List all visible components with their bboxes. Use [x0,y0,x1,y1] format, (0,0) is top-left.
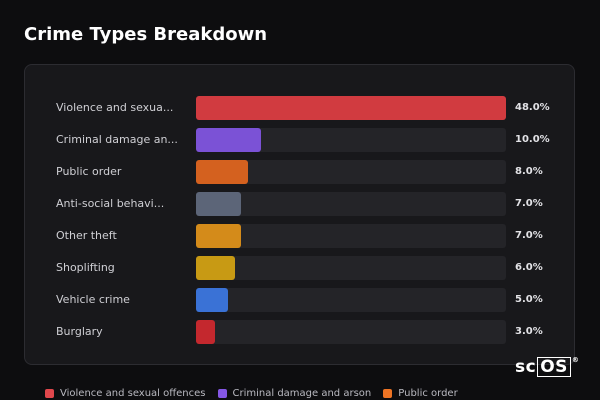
category-label: Anti-social behavi... [56,197,165,210]
legend-label: Criminal damage and arson [232,387,372,399]
bar [196,320,216,344]
value-label: 8.0% [515,166,543,177]
category-label: Shoplifting [56,261,115,274]
bar-row: Other theft 7.0% [25,224,576,248]
bar [196,288,229,312]
bar-track [196,192,506,216]
legend-label: Violence and sexual offences [60,387,206,399]
chart-card: Violence and sexua... 48.0% Criminal damag… [24,64,575,365]
legend-swatch [383,388,393,398]
legend-item[interactable]: Criminal damage and arson [217,387,372,399]
bar [196,160,248,184]
category-label: Criminal damage an... [56,133,178,146]
category-label: Violence and sexua... [56,101,174,114]
bar-row: Anti-social behavi... 7.0% [25,192,576,216]
value-label: 7.0% [515,230,543,241]
bar-row: Burglary 3.0% [25,320,576,344]
logo-boxed-text: OS [537,357,571,377]
bar [196,224,242,248]
scos-logo: sc OS ® [515,356,579,378]
value-label: 5.0% [515,294,543,305]
bar-track [196,224,506,248]
value-label: 6.0% [515,262,543,273]
value-label: 3.0% [515,326,543,337]
bar-track [196,256,506,280]
legend-item[interactable]: Public order [383,387,458,399]
category-label: Vehicle crime [56,293,130,306]
bar-track [196,320,506,344]
legend-swatch [217,388,227,398]
logo-prefix: sc [515,357,537,377]
category-label: Burglary [56,325,103,338]
bar-row: Shoplifting 6.0% [25,256,576,280]
bar [196,96,506,120]
value-label: 48.0% [515,102,550,113]
value-label: 10.0% [515,134,550,145]
chart-title: Crime Types Breakdown [24,24,268,45]
legend-item[interactable]: Violence and sexual offences [45,388,206,399]
category-label: Other theft [56,229,117,242]
value-label: 7.0% [515,198,543,209]
bar-row: Vehicle crime 5.0% [25,288,576,312]
legend-label: Public order [398,387,458,399]
bar-row: Criminal damage an... 10.0% [25,128,576,152]
bar-row: Violence and sexua... 48.0% [25,96,576,120]
bar-track [196,96,506,120]
bar [196,256,235,280]
bar-track [196,128,506,152]
chart-legend: Violence and sexual offences Criminal dam… [45,386,458,400]
legend-swatch [45,388,54,398]
registered-mark: ® [571,356,580,364]
bar-track [196,160,506,184]
bar-row: Public order 8.0% [25,160,576,184]
bar-track [196,288,506,312]
bar [196,128,261,152]
bar [196,192,242,216]
category-label: Public order [56,165,122,178]
